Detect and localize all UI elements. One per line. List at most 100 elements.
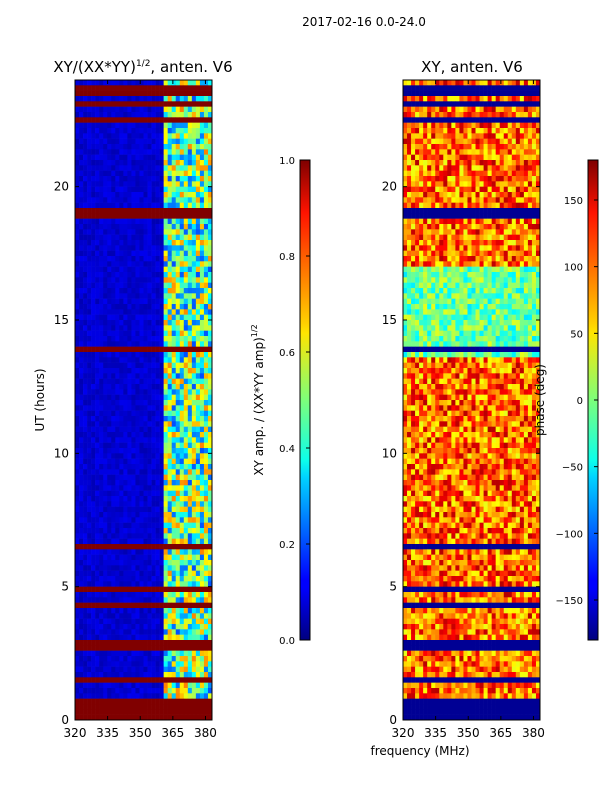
heatmap-cell <box>183 240 189 246</box>
heatmap-cell <box>79 170 84 177</box>
heatmap-cell <box>143 592 148 598</box>
heatmap-cell <box>91 117 96 123</box>
heatmap-cell <box>407 208 412 214</box>
heatmap-cell <box>179 661 185 667</box>
heatmap-cell <box>423 202 428 209</box>
heatmap-cell <box>195 624 201 630</box>
heatmap-cell <box>403 80 408 86</box>
heatmap-cell <box>95 608 100 614</box>
heatmap-cell <box>519 208 525 214</box>
heatmap-cell <box>111 469 116 475</box>
heatmap-cell <box>123 586 128 593</box>
heatmap-cell <box>83 362 88 369</box>
heatmap-cell <box>95 528 100 534</box>
heatmap-cell <box>87 373 92 379</box>
heatmap-cell <box>155 186 160 193</box>
heatmap-cell <box>183 485 189 491</box>
heatmap-cell <box>179 688 185 694</box>
heatmap-cell <box>99 250 104 257</box>
heatmap-cell <box>187 677 193 683</box>
heatmap-cell <box>183 581 189 587</box>
heatmap-cell <box>123 693 128 699</box>
heatmap-cell <box>95 506 100 513</box>
heatmap-cell <box>95 101 100 107</box>
heatmap-cell <box>79 277 84 283</box>
heatmap-cell <box>83 160 88 166</box>
heatmap-cell <box>155 149 160 155</box>
heatmap-cell <box>439 112 444 118</box>
heatmap-cell <box>111 240 116 246</box>
heatmap-cell <box>163 165 168 171</box>
heatmap-cell <box>91 293 96 299</box>
heatmap-cell <box>127 133 132 139</box>
heatmap-cell <box>159 410 164 417</box>
heatmap-cell <box>195 277 201 283</box>
heatmap-cell <box>139 272 144 278</box>
heatmap-cell <box>131 192 136 198</box>
heatmap-cell <box>151 384 156 390</box>
heatmap-cell <box>151 133 156 139</box>
heatmap-cell <box>79 117 84 123</box>
heatmap-cell <box>91 368 96 374</box>
heatmap-cell <box>183 394 189 401</box>
heatmap-cell <box>171 112 177 118</box>
heatmap-cell <box>439 117 444 123</box>
heatmap-cell <box>87 405 92 411</box>
heatmap-cell <box>491 192 496 198</box>
heatmap-cell <box>523 128 529 134</box>
heatmap-cell <box>163 394 168 401</box>
heatmap-cell <box>167 629 173 635</box>
heatmap-cell <box>167 442 173 449</box>
heatmap-cell <box>163 218 168 225</box>
heatmap-cell <box>423 197 428 203</box>
heatmap-cell <box>411 192 416 198</box>
heatmap-cell <box>123 314 128 321</box>
heatmap-cell <box>115 704 120 710</box>
heatmap-cell <box>75 394 80 401</box>
heatmap-cell <box>187 698 193 705</box>
heatmap-cell <box>207 133 213 139</box>
heatmap-cell <box>207 528 213 534</box>
heatmap-cell <box>443 106 448 113</box>
heatmap-cell <box>107 170 112 177</box>
heatmap-cell <box>439 176 444 182</box>
heatmap-cell <box>199 192 205 198</box>
heatmap-cell <box>103 368 108 374</box>
heatmap-cell <box>95 122 100 129</box>
heatmap-cell <box>103 133 108 139</box>
heatmap-cell <box>139 592 144 598</box>
heatmap-cell <box>135 554 140 561</box>
heatmap-cell <box>151 272 156 278</box>
heatmap-cell <box>199 672 205 678</box>
heatmap-cell <box>511 197 517 203</box>
heatmap-cell <box>155 714 160 721</box>
heatmap-cell <box>179 629 185 635</box>
heatmap-cell <box>87 325 92 331</box>
heatmap-cell <box>159 149 164 155</box>
heatmap-cell <box>147 501 152 507</box>
heatmap-cell <box>119 597 124 603</box>
heatmap-cell <box>183 586 189 593</box>
heatmap-cell <box>79 154 84 161</box>
heatmap-cell <box>403 106 408 113</box>
heatmap-cell <box>79 368 84 374</box>
heatmap-cell <box>159 442 164 449</box>
heatmap-cell <box>107 128 112 134</box>
heatmap-cell <box>403 138 408 145</box>
heatmap-cell <box>123 517 128 523</box>
heatmap-cell <box>87 437 92 443</box>
heatmap-cell <box>135 490 140 497</box>
heatmap-cell <box>179 170 185 177</box>
heatmap-cell <box>83 650 88 657</box>
heatmap-cell <box>79 160 84 166</box>
heatmap-cell <box>187 240 193 246</box>
heatmap-cell <box>439 197 444 203</box>
heatmap-cell <box>407 112 412 118</box>
heatmap-cell <box>83 576 88 582</box>
heatmap-cell <box>199 218 205 225</box>
heatmap-cell <box>151 352 156 358</box>
heatmap-cell <box>131 677 136 683</box>
heatmap-cell <box>447 160 452 166</box>
heatmap-cell <box>167 234 173 241</box>
heatmap-cell <box>95 656 100 662</box>
